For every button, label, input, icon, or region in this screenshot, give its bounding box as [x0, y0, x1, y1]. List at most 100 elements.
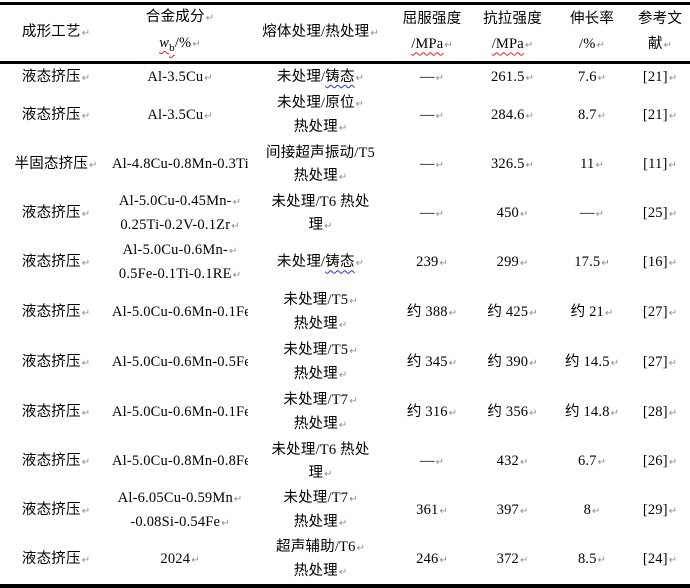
cell-elongation[interactable]: 8↵	[554, 486, 630, 536]
cell-alloy-composition[interactable]: Al-5.0Cu-0.6Mn-↵ 0.5Fe-0.1Ti-0.1RE↵	[112, 238, 248, 288]
cell-yield-strength[interactable]: 239↵	[393, 238, 471, 288]
cell-tensile-strength[interactable]: 326.5↵	[471, 140, 554, 190]
cell-reference[interactable]: [28]↵	[630, 388, 690, 438]
cell-reference[interactable]: [29]↵	[630, 486, 690, 536]
cell-elongation[interactable]: 8.5↵	[554, 536, 630, 586]
cell-elongation[interactable]: 约 14.8↵	[554, 388, 630, 438]
cell-alloy-composition[interactable]: 2024↵	[112, 536, 248, 586]
cell-tensile-strength[interactable]: 约 425↵	[471, 288, 554, 338]
cell-yield-strength[interactable]: —↵	[393, 92, 471, 140]
cell-forming-process[interactable]: 半固态挤压↵	[0, 140, 112, 190]
paragraph-mark-icon: ↵	[324, 468, 333, 480]
cell-alloy-composition[interactable]: Al-3.5Cu↵	[112, 62, 248, 92]
cell-melt-heat-treatment[interactable]: 未处理/T7↵ 热处理↵	[248, 486, 393, 536]
text-line: 未处理/T7↵	[248, 487, 393, 511]
cell-forming-process[interactable]: 液态挤压↵	[0, 92, 112, 140]
cell-elongation[interactable]: 11↵	[554, 140, 630, 190]
cell-text: 超声辅助/T6	[276, 539, 356, 556]
cell-forming-process[interactable]: 液态挤压↵	[0, 486, 112, 536]
cell-alloy-composition[interactable]: Al-5.0Cu-0.6Mn-0.1Fe↵	[112, 288, 248, 338]
cell-elongation[interactable]: —↵	[554, 190, 630, 238]
cell-alloy-composition[interactable]: Al-4.8Cu-0.8Mn-0.3Ti↵	[112, 140, 248, 190]
cell-reference[interactable]: [27]↵	[630, 338, 690, 388]
text-line: 397↵	[471, 499, 554, 523]
cell-forming-process[interactable]: 液态挤压↵	[0, 388, 112, 438]
cell-forming-process[interactable]: 液态挤压↵	[0, 338, 112, 388]
cell-yield-strength[interactable]: 246↵	[393, 536, 471, 586]
cell-elongation[interactable]: 约 14.5↵	[554, 338, 630, 388]
cell-text: 432	[496, 453, 519, 470]
cell-forming-process[interactable]: 液态挤压↵	[0, 288, 112, 338]
cell-melt-heat-treatment[interactable]: 超声辅助/T6↵ 热处理↵	[248, 536, 393, 586]
paragraph-mark-icon: ↵	[233, 494, 243, 506]
cell-melt-heat-treatment[interactable]: 未处理/铸态↵	[248, 62, 393, 92]
cell-melt-heat-treatment[interactable]: 未处理/原位↵ 热处理↵	[248, 92, 393, 140]
cell-elongation[interactable]: 8.7↵	[554, 92, 630, 140]
header-cell-alloy-composition[interactable]: 合金成分↵ wb/%↵	[112, 4, 248, 63]
cell-tensile-strength[interactable]: 372↵	[471, 536, 554, 586]
cell-alloy-composition[interactable]: Al-5.0Cu-0.45Mn-↵ 0.25Ti-0.2V-0.1Zr↵	[112, 190, 248, 238]
cell-yield-strength[interactable]: 约 316↵	[393, 388, 471, 438]
header-cell-elongation[interactable]: 伸长率 /%↵	[554, 4, 630, 63]
cell-forming-process[interactable]: 液态挤压↵	[0, 438, 112, 486]
cell-yield-strength[interactable]: —↵	[393, 438, 471, 486]
cell-alloy-composition[interactable]: Al-5.0Cu-0.8Mn-0.8Fe↵	[112, 438, 248, 486]
text-line: 6.7↵	[554, 450, 630, 474]
text-line: [29]↵	[630, 499, 690, 523]
cell-melt-heat-treatment[interactable]: 间接超声振动/T5 热处理↵	[248, 140, 393, 190]
cell-tensile-strength[interactable]: 450↵	[471, 190, 554, 238]
cell-tensile-strength[interactable]: 约 390↵	[471, 338, 554, 388]
cell-yield-strength[interactable]: 约 388↵	[393, 288, 471, 338]
cell-melt-heat-treatment[interactable]: 未处理/T5↵ 热处理↵	[248, 288, 393, 338]
cell-melt-heat-treatment[interactable]: 未处理/T6 热处 理↵	[248, 438, 393, 486]
cell-forming-process[interactable]: 液态挤压↵	[0, 238, 112, 288]
cell-elongation[interactable]: 约 21↵	[554, 288, 630, 338]
cell-tensile-strength[interactable]: 261.5↵	[471, 62, 554, 92]
header-cell-forming-process[interactable]: 成形工艺↵	[0, 4, 112, 63]
text-line: 约 390↵	[471, 351, 554, 375]
cell-forming-process[interactable]: 液态挤压↵	[0, 190, 112, 238]
cell-alloy-composition[interactable]: Al-3.5Cu↵	[112, 92, 248, 140]
cell-text: /%	[174, 35, 192, 51]
header-cell-yield-strength[interactable]: 屈服强度/MPa↵	[393, 4, 471, 63]
cell-tensile-strength[interactable]: 432↵	[471, 438, 554, 486]
cell-reference[interactable]: [26]↵	[630, 438, 690, 486]
cell-yield-strength[interactable]: 361↵	[393, 486, 471, 536]
cell-tensile-strength[interactable]: 284.6↵	[471, 92, 554, 140]
cell-elongation[interactable]: 17.5↵	[554, 238, 630, 288]
cell-forming-process[interactable]: 液态挤压↵	[0, 536, 112, 586]
cell-text: 未处理/T5	[283, 292, 349, 309]
cell-melt-heat-treatment[interactable]: 未处理/T6 热处 理↵	[248, 190, 393, 238]
cell-tensile-strength[interactable]: 397↵	[471, 486, 554, 536]
header-cell-reference[interactable]: 参考文 献↵	[630, 4, 690, 63]
paragraph-mark-icon: ↵	[605, 308, 614, 320]
cell-yield-strength[interactable]: —↵	[393, 140, 471, 190]
paragraph-mark-icon: ↵	[338, 420, 348, 432]
cell-melt-heat-treatment[interactable]: 未处理/T7↵ 热处理↵	[248, 388, 393, 438]
cell-yield-strength[interactable]: 约 345↵	[393, 338, 471, 388]
cell-yield-strength[interactable]: —↵	[393, 62, 471, 92]
paragraph-mark-icon: ↵	[338, 123, 348, 135]
cell-alloy-composition[interactable]: Al-5.0Cu-0.6Mn-0.5Fe↵	[112, 338, 248, 388]
header-cell-melt-heat-treatment[interactable]: 熔体处理/热处理↵	[248, 4, 393, 63]
text-line: —↵	[554, 202, 630, 226]
cell-reference[interactable]: [21]↵	[630, 92, 690, 140]
cell-reference[interactable]: [24]↵	[630, 536, 690, 586]
cell-alloy-composition[interactable]: Al-6.05Cu-0.59Mn↵ -0.08Si-0.54Fe↵	[112, 486, 248, 536]
cell-reference[interactable]: [16]↵	[630, 238, 690, 288]
cell-elongation[interactable]: 7.6↵	[554, 62, 630, 92]
cell-reference[interactable]: [21]↵	[630, 62, 690, 92]
header-cell-tensile-strength[interactable]: 抗拉强度/MPa↵	[471, 4, 554, 63]
cell-alloy-composition[interactable]: Al-5.0Cu-0.6Mn-0.1Fe↵	[112, 388, 248, 438]
cell-elongation[interactable]: 6.7↵	[554, 438, 630, 486]
cell-reference[interactable]: [27]↵	[630, 288, 690, 338]
cell-text: —	[419, 156, 435, 173]
cell-melt-heat-treatment[interactable]: 未处理/T5↵ 热处理↵	[248, 338, 393, 388]
cell-melt-heat-treatment[interactable]: 未处理/铸态↵	[248, 238, 393, 288]
cell-forming-process[interactable]: 液态挤压↵	[0, 62, 112, 92]
cell-tensile-strength[interactable]: 约 356↵	[471, 388, 554, 438]
cell-tensile-strength[interactable]: 299↵	[471, 238, 554, 288]
cell-reference[interactable]: [11]↵	[630, 140, 690, 190]
cell-reference[interactable]: [25]↵	[630, 190, 690, 238]
cell-yield-strength[interactable]: —↵	[393, 190, 471, 238]
